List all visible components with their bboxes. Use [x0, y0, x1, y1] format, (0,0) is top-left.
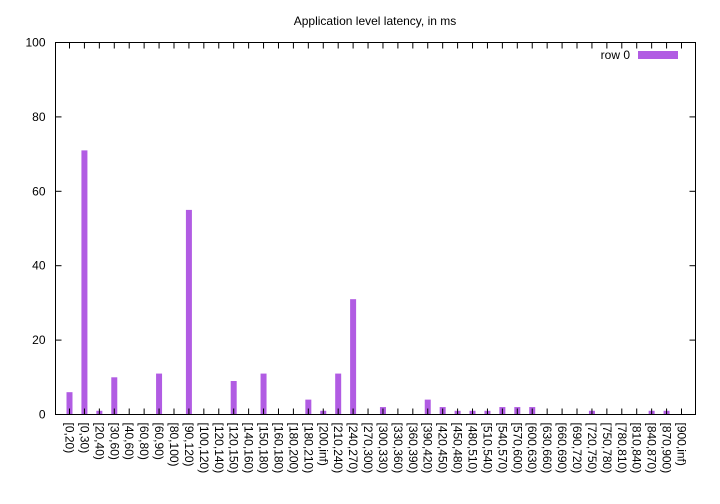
x-tick-label: [150,180)	[257, 423, 271, 474]
y-tick-label: 40	[32, 259, 46, 273]
x-tick-label: [30,60)	[107, 423, 121, 460]
bar	[305, 399, 312, 415]
x-tick-label: [0,30)	[77, 423, 91, 454]
x-tick-label: [0,20)	[63, 423, 77, 454]
x-tick-label: [840,870)	[645, 423, 659, 474]
x-tick-label: [330,360)	[391, 423, 405, 474]
y-tick-label: 80	[32, 110, 46, 124]
x-tick-label: [870,900)	[660, 423, 674, 474]
x-tick-label: [360,390)	[406, 423, 420, 474]
x-tick-label: [120,140)	[212, 423, 226, 474]
x-tick-label: [450,480)	[451, 423, 465, 474]
bar	[260, 373, 267, 415]
x-tick-label: [390,420)	[421, 423, 435, 474]
x-tick-label: [810,840)	[630, 423, 644, 474]
x-tick-label: [160,180)	[271, 423, 285, 474]
bar	[81, 150, 88, 415]
x-tick-label: [100,120)	[197, 423, 211, 474]
x-tick-label: [180,200)	[286, 423, 300, 474]
x-tick-label: [240,270)	[346, 423, 360, 474]
x-tick-label: [660,690)	[555, 423, 569, 474]
x-tick-label: [780,810)	[615, 423, 629, 474]
x-tick-label: [300,330)	[376, 423, 390, 474]
x-tick-label: [600,630)	[525, 423, 539, 474]
y-tick-label: 20	[32, 333, 46, 347]
chart-title: Application level latency, in ms	[294, 14, 457, 28]
x-tick-label: [40,60)	[122, 423, 136, 460]
y-tick-label: 60	[32, 184, 46, 198]
x-tick-label: [540,570)	[495, 423, 509, 474]
plot-frame	[55, 42, 696, 415]
bar	[111, 377, 118, 415]
bar-group	[66, 150, 670, 415]
x-tick-label: [120,150)	[227, 423, 241, 474]
x-tick-label: [80,100)	[167, 423, 181, 467]
x-tick-label: [200,inf)	[316, 423, 330, 466]
x-tick-label: [510,540)	[480, 423, 494, 474]
x-tick-label: [140,160)	[242, 423, 256, 474]
x-tick-label: [480,510)	[466, 423, 480, 474]
y-tick-label: 0	[39, 408, 46, 422]
x-tick-label: [60,90)	[152, 423, 166, 460]
bar	[350, 299, 357, 415]
x-tick-label: [720,750)	[585, 423, 599, 474]
x-tick-label: [900,inf)	[675, 423, 689, 466]
x-tick-label: [570,600)	[510, 423, 524, 474]
x-axis-ticks: [0,20) [0,30) [20,40) [30,60) [40,60) [60,80)…	[63, 42, 689, 474]
x-tick-label: [630,660)	[540, 423, 554, 474]
x-tick-label: [20,40)	[92, 423, 106, 460]
bar	[424, 399, 431, 415]
legend-swatch	[638, 51, 678, 59]
x-tick-label: [60,80)	[137, 423, 151, 460]
bar	[156, 373, 163, 415]
x-tick-label: [180,210)	[301, 423, 315, 474]
x-tick-label: [690,720)	[570, 423, 584, 474]
legend-label: row 0	[601, 48, 631, 62]
legend: row 0	[601, 48, 678, 62]
x-tick-label: [210,240)	[331, 423, 345, 474]
x-tick-label: [420,450)	[436, 423, 450, 474]
x-tick-label: [90,120)	[182, 423, 196, 467]
y-axis-ticks: 0 20 40 60 80 100	[25, 36, 696, 422]
x-tick-label: [270,300)	[361, 423, 375, 474]
x-tick-label: [750,780)	[600, 423, 614, 474]
bar	[230, 381, 237, 415]
bar	[185, 209, 192, 415]
bar	[335, 373, 342, 415]
bar	[66, 392, 73, 415]
y-tick-label: 100	[25, 36, 45, 50]
